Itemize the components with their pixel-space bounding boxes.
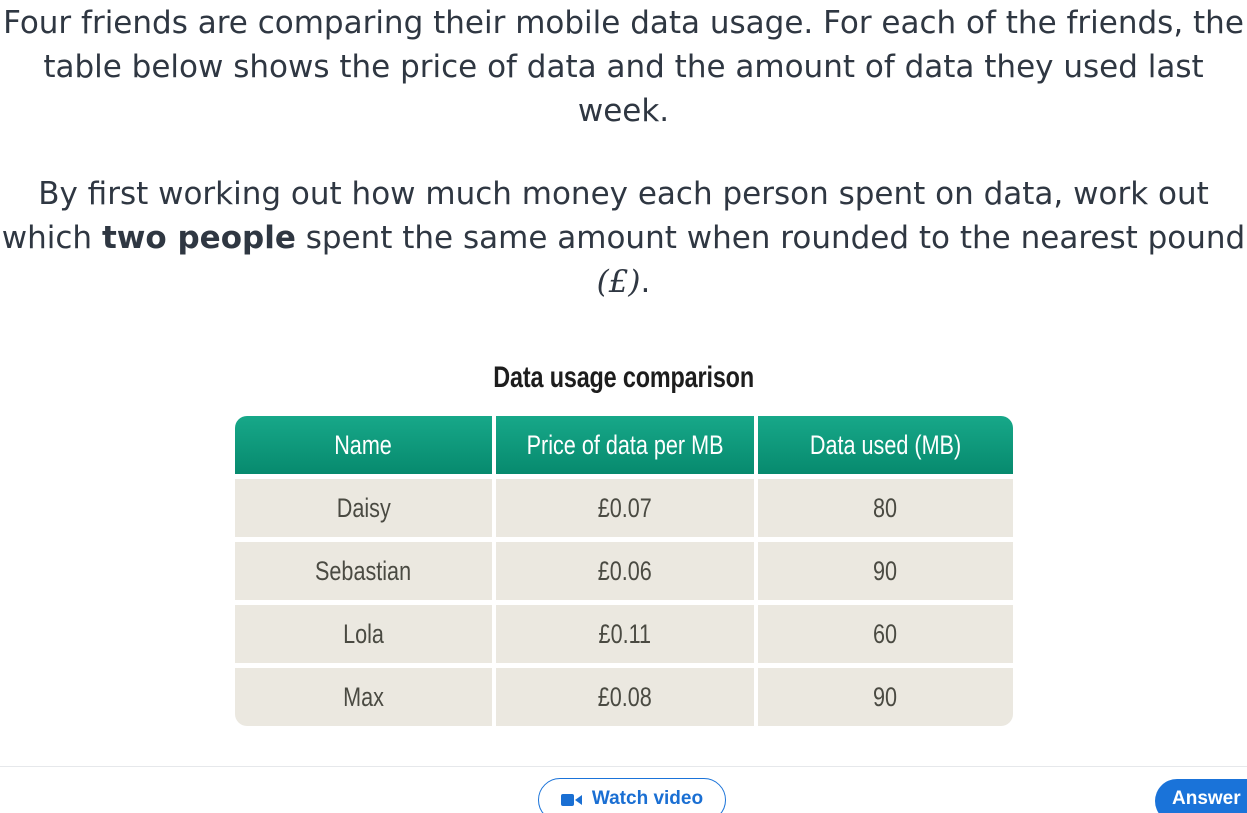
question-instruction: By first working out how much money each… [0,172,1247,304]
instruction-emphasis: two people [101,220,296,256]
table-cell-name: Lola [235,605,492,663]
instruction-text-start: By first working out how much money each… [1,176,1209,256]
table-cell-data-used: 80 [758,479,1013,537]
header-cell-data-used: Data used (MB) [758,416,1013,474]
watch-video-label: Watch video [591,788,704,809]
video-camera-icon [560,791,583,813]
header-cell-name: Name [235,416,492,474]
table-cell-data-used: 90 [758,542,1013,600]
answer-button[interactable]: Answer [1155,779,1247,813]
table-cell-price: £0.07 [496,479,754,537]
table-row: Daisy £0.07 80 [235,479,1013,537]
data-usage-table: Name Price of data per MB Data used (MB)… [235,416,1013,726]
table-cell-name: Sebastian [235,542,492,600]
table-header-row: Name Price of data per MB Data used (MB) [235,416,1013,474]
table-title: Data usage comparison [493,361,754,394]
currency-symbol: (£) [596,264,641,300]
table-cell-price: £0.11 [496,605,754,663]
table-cell-data-used: 60 [758,605,1013,663]
table-row: Max £0.08 90 [235,668,1013,726]
header-cell-price: Price of data per MB [496,416,754,474]
table-row: Sebastian £0.06 90 [235,542,1013,600]
instruction-text-end: . [640,264,651,300]
instruction-text-middle: spent the same amount when rounded to th… [295,220,1246,256]
question-intro: Four friends are comparing their mobile … [3,5,1244,129]
answer-label: Answer [1172,788,1241,809]
table-cell-price: £0.06 [496,542,754,600]
table-cell-name: Daisy [235,479,492,537]
footer-divider [0,766,1247,767]
table-cell-data-used: 90 [758,668,1013,726]
table-row: Lola £0.11 60 [235,605,1013,663]
watch-video-button[interactable]: Watch video [538,778,726,813]
table-cell-price: £0.08 [496,668,754,726]
table-cell-name: Max [235,668,492,726]
